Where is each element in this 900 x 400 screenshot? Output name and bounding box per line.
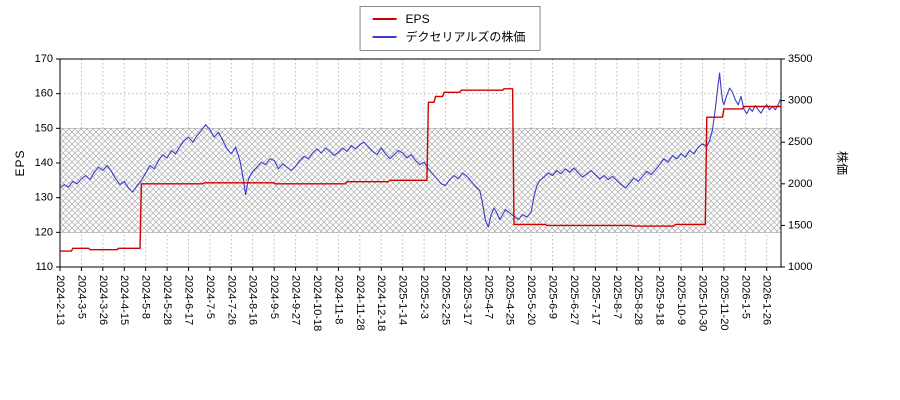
x-tick-label: 2025-10-9 [675,275,687,325]
x-tick-label: 2024-11-28 [354,275,366,330]
stock-price-line [59,72,782,228]
y-left-tick-label: 160 [35,88,53,100]
eps-line [60,88,781,252]
x-tick-label: 2024-3-26 [97,275,109,325]
y-left-axis-title: EPS [13,149,27,176]
y-left-tick-label: 130 [35,192,53,204]
axis-labels: 110 120 130 140 150 160 170 1000 1500 2000 2500 300… [13,53,850,331]
x-tick-label: 2024-2-13 [54,275,66,325]
y-left-tick-label: 110 [35,261,53,273]
x-tick-label: 2025-7-17 [589,275,601,325]
x-tick-label: 2024-3-5 [75,275,87,319]
x-tick-label: 2024-8-16 [247,275,259,325]
y-right-tick-label: 1500 [788,219,812,231]
x-tick-label: 2025-1-14 [397,275,409,325]
x-tick-label: 2025-6-9 [547,275,559,319]
x-tick-label: 2025-6-27 [568,275,580,325]
x-tick-label: 2025-8-7 [611,275,623,319]
x-tick-label: 2026-1-5 [739,275,751,319]
y-right-tick-label: 1000 [788,261,812,273]
y-left-tick-label: 120 [35,226,53,238]
y-right-tick-label: 3000 [788,95,812,107]
stock-price-line-swatch [372,36,397,38]
x-tick-label: 2025-2-25 [439,275,451,325]
x-tick-label: 2025-4-7 [482,275,494,319]
y-right-tick-label: 2000 [788,178,812,190]
x-tick-label: 2024-11-8 [332,275,344,324]
x-tick-label: 2025-5-20 [525,275,537,325]
x-tick-label: 2024-12-18 [375,275,387,331]
legend-item-stock-price: デクセリアルズの株価 [372,30,526,44]
x-tick-label: 2024-7-26 [225,275,237,325]
x-tick-label: 2024-9-5 [268,275,280,319]
x-tick-label: 2024-9-27 [290,275,302,325]
x-tick-label: 2024-5-28 [161,275,173,325]
legend-label-stock-price: デクセリアルズの株価 [405,30,526,44]
x-tick-label: 2025-8-28 [632,275,644,325]
y-right-axis-title: 株価 [835,151,850,175]
x-tick-label: 2025-11-20 [718,275,730,330]
y-left-tick-label: 150 [35,122,53,134]
x-tick-label: 2024-5-8 [140,275,152,319]
x-tick-label: 2024-4-15 [118,275,130,325]
legend-item-eps: EPS [372,12,526,26]
x-tick-label: 2025-3-17 [461,275,473,325]
y-left-tick-label: 140 [35,157,53,169]
y-left-tick-label: 170 [35,53,53,65]
x-tick-label: 2024-7-5 [204,275,216,319]
legend-label-eps: EPS [405,12,430,26]
legend: EPS デクセリアルズの株価 [359,6,541,51]
x-tick-label: 2025-2-3 [418,275,430,319]
x-tick-label: 2025-9-18 [654,275,666,325]
x-tick-label: 2024-10-18 [311,275,323,331]
x-tick-label: 2024-6-17 [182,275,194,325]
y-right-tick-label: 3500 [788,53,812,65]
x-tick-label: 2025-10-30 [696,275,708,331]
x-tick-label: 2025-4-25 [504,275,516,325]
x-tick-label: 2026-1-26 [761,275,773,325]
eps-line-swatch [372,18,397,20]
y-right-tick-label: 2500 [788,136,812,148]
